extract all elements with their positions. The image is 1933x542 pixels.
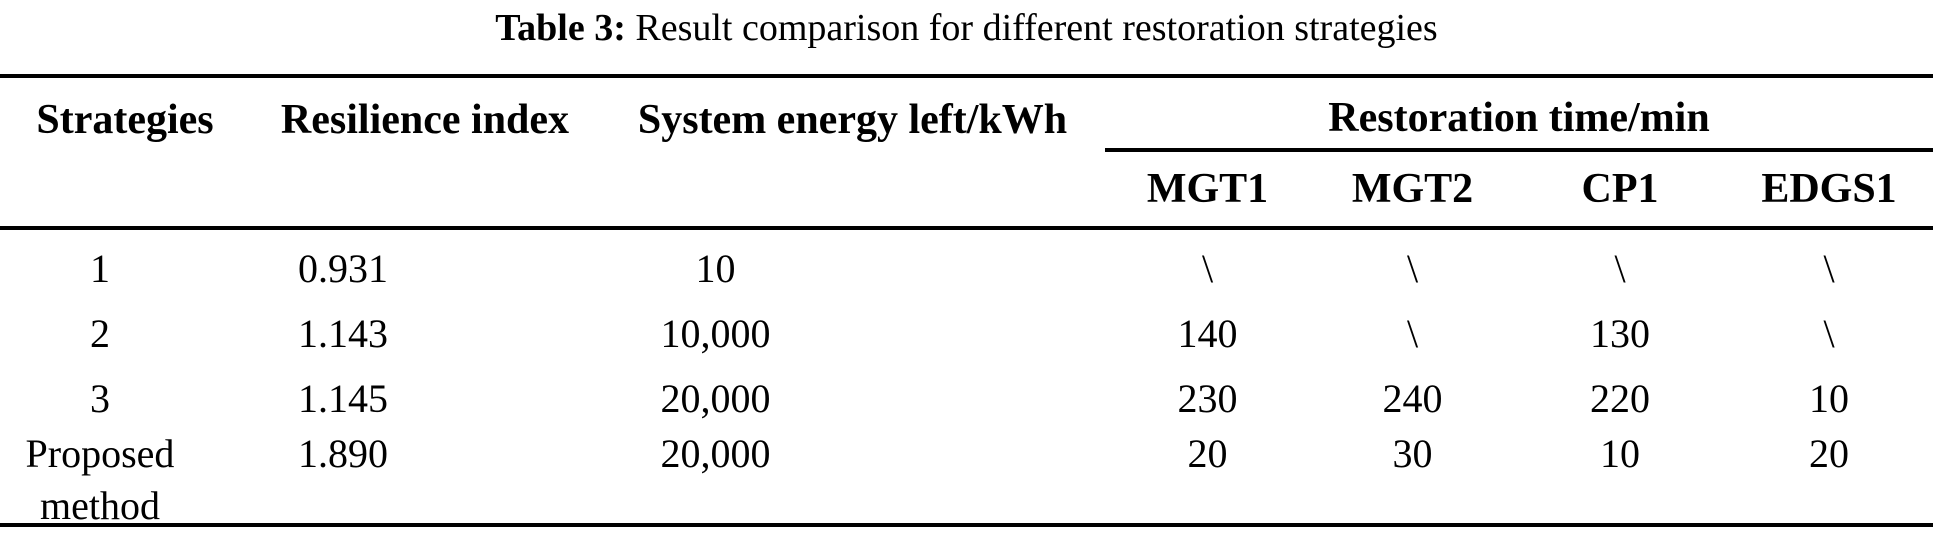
header-spacer-2	[250, 152, 600, 226]
table-caption-label: Table 3:	[495, 7, 626, 49]
table-mid-rule	[0, 226, 1933, 230]
cell-mgt1: 230	[1177, 375, 1238, 421]
cell-resilience-index: 1.145	[298, 375, 388, 421]
cell-edgs1: \	[1823, 245, 1835, 291]
header-spacer-3	[600, 152, 1105, 226]
header-edgs1: EDGS1	[1761, 166, 1897, 212]
cell-mgt2: 240	[1382, 375, 1443, 421]
table-caption-text: Result comparison for different restorat…	[625, 7, 1438, 49]
cell-edgs1: 20	[1809, 431, 1849, 476]
header-restoration-time-group: Restoration time/min	[1105, 78, 1933, 152]
cell-strategy: 1	[90, 245, 110, 291]
cell-strategy: 2	[90, 310, 110, 356]
cell-cp1: \	[1614, 245, 1626, 291]
cell-strategy: 3	[90, 375, 110, 421]
cell-mgt2: \	[1406, 245, 1419, 291]
cell-mgt2: 30	[1392, 431, 1433, 476]
header-resilience-index: Resilience index	[280, 97, 570, 143]
header-strategies: Strategies	[36, 97, 214, 143]
header-cp1: CP1	[1581, 166, 1659, 212]
table-top-rule	[0, 74, 1933, 78]
table-caption: Table 3: Result comparison for different…	[0, 0, 1933, 74]
cell-mgt1: \	[1201, 245, 1214, 291]
cell-edgs1: 10	[1809, 375, 1849, 421]
cell-cp1: 10	[1600, 431, 1640, 476]
cell-resilience-index: 0.931	[298, 245, 388, 291]
header-system-energy: System energy left/kWh	[637, 97, 1068, 143]
header-mgt2: MGT2	[1351, 166, 1474, 212]
cell-energy-left: 10,000	[660, 310, 771, 356]
table-header-row-1: Strategies Resilience index System energ…	[0, 78, 1933, 152]
cell-energy-left: 10	[695, 245, 736, 291]
cell-cp1: 130	[1590, 310, 1650, 356]
cell-energy-left: 20,000	[660, 375, 771, 421]
header-mgt1: MGT1	[1146, 166, 1269, 212]
cell-resilience-index: 1.890	[298, 431, 388, 476]
cell-mgt1: 140	[1177, 310, 1238, 356]
table-row: 2 1.143 10,000 140 \ 130 \	[0, 295, 1933, 360]
cell-strategy: Proposed method	[25, 431, 175, 528]
cell-resilience-index: 1.143	[298, 310, 388, 356]
cell-mgt1: 20	[1187, 431, 1228, 476]
table-header-row-2: MGT1 MGT2 CP1 EDGS1	[0, 152, 1933, 226]
table-row: Proposed method 1.890 20,000 20 30 10 20	[0, 425, 1933, 528]
cell-cp1: 220	[1590, 375, 1650, 421]
cell-edgs1: \	[1823, 310, 1835, 356]
table-row: 1 0.931 10 \ \ \ \	[0, 230, 1933, 295]
cell-energy-left: 20,000	[660, 431, 771, 476]
cell-mgt2: \	[1406, 310, 1419, 356]
table-bottom-rule	[0, 523, 1933, 527]
header-spacer-1	[0, 152, 250, 226]
table-row: 3 1.145 20,000 230 240 220 10	[0, 360, 1933, 425]
